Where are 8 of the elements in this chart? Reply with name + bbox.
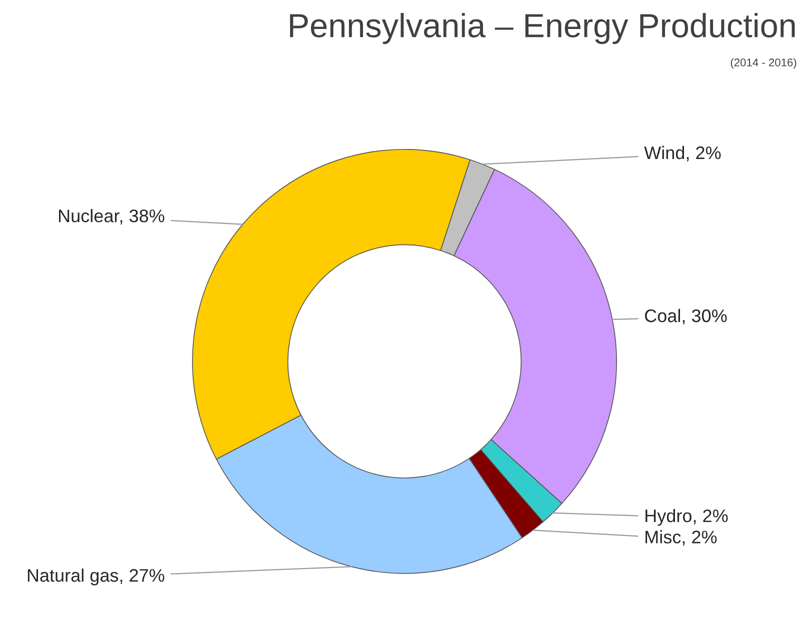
slice-label: Wind, 2% bbox=[644, 146, 721, 162]
slice-label: Misc, 2% bbox=[646, 530, 717, 546]
slice-label: Natural gas, 27% bbox=[28, 568, 164, 586]
chart-title: Pennsylvania – Energy Production bbox=[290, 12, 795, 44]
slice-label: Coal, 30% bbox=[644, 308, 727, 324]
slice-label: Nuclear, 38% bbox=[59, 209, 164, 224]
text: (2014 - 2016) bbox=[730, 58, 796, 69]
slice-label: Hydro, 2% bbox=[646, 508, 728, 526]
